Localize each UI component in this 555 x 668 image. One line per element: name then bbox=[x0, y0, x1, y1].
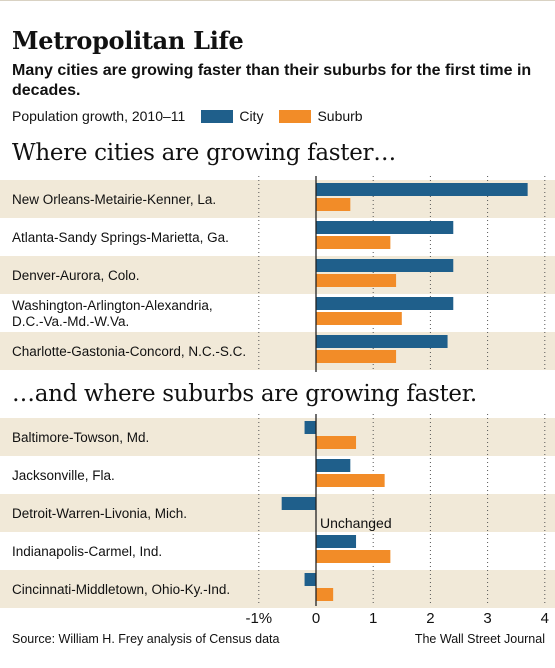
legend-caption: Population growth, 2010–11 bbox=[12, 108, 186, 124]
credit-note: The Wall Street Journal bbox=[414, 632, 545, 646]
legend: Population growth, 2010–11 City Suburb bbox=[12, 108, 363, 124]
suburb-bar bbox=[316, 312, 402, 325]
row-band bbox=[0, 570, 555, 608]
row-band bbox=[0, 494, 555, 532]
top-rule bbox=[0, 0, 555, 11]
city-bar bbox=[316, 459, 351, 472]
section-title-suburbs: …and where suburbs are growing faster. bbox=[12, 381, 477, 407]
x-tick-label: 1 bbox=[369, 610, 377, 627]
row-label: Denver-Aurora, Colo. bbox=[12, 268, 140, 283]
chart-title: Metropolitan Life bbox=[12, 26, 244, 55]
row-band bbox=[0, 418, 555, 456]
source-note: Source: William H. Frey analysis of Cens… bbox=[12, 632, 280, 646]
city-bar bbox=[316, 335, 448, 348]
section-title-cities: Where cities are growing faster… bbox=[12, 140, 396, 166]
x-tick-label: 2 bbox=[426, 610, 434, 627]
suburb-bar bbox=[316, 550, 391, 563]
row-label: Atlanta-Sandy Springs-Marietta, Ga. bbox=[12, 230, 229, 245]
row-band bbox=[0, 256, 555, 294]
row-label: Cincinnati-Middletown, Ohio-Ky.-Ind. bbox=[12, 582, 230, 597]
city-bar bbox=[316, 535, 357, 548]
legend-suburb-swatch bbox=[279, 109, 312, 123]
chart-subtitle: Many cities are growing faster than thei… bbox=[12, 62, 532, 99]
suburb-bar bbox=[316, 350, 397, 363]
row-label: Washington-Arlington-Alexandria, bbox=[12, 298, 213, 313]
city-bar bbox=[281, 497, 316, 510]
suburb-bar bbox=[316, 474, 385, 487]
x-tick-label: -1% bbox=[245, 610, 272, 627]
row-label: Baltimore-Towson, Md. bbox=[12, 430, 149, 445]
unchanged-annotation: Unchanged bbox=[320, 515, 392, 531]
x-tick-label: 0 bbox=[312, 610, 320, 627]
legend-city-label: City bbox=[239, 108, 264, 124]
row-band bbox=[0, 332, 555, 370]
x-tick-label: 3 bbox=[483, 610, 491, 627]
row-label: D.C.-Va.-Md.-W.Va. bbox=[12, 314, 129, 329]
row-label: Charlotte-Gastonia-Concord, N.C.-S.C. bbox=[12, 344, 246, 359]
suburb-bar bbox=[316, 588, 334, 601]
city-bar bbox=[316, 297, 454, 310]
city-bar bbox=[316, 221, 454, 234]
city-bar bbox=[316, 183, 528, 196]
row-label: Jacksonville, Fla. bbox=[12, 468, 115, 483]
suburb-bar bbox=[316, 274, 397, 287]
x-tick-label: 4 bbox=[541, 610, 549, 627]
city-bar bbox=[304, 573, 316, 586]
row-label: New Orleans-Metairie-Kenner, La. bbox=[12, 192, 216, 207]
suburb-bar bbox=[316, 436, 357, 449]
suburb-bar bbox=[316, 198, 351, 211]
city-bar bbox=[316, 259, 454, 272]
city-bar bbox=[304, 421, 316, 434]
row-label: Detroit-Warren-Livonia, Mich. bbox=[12, 506, 187, 521]
legend-city-swatch bbox=[201, 109, 234, 123]
suburb-bar bbox=[316, 236, 391, 249]
legend-suburb-label: Suburb bbox=[317, 108, 363, 124]
row-label: Indianapolis-Carmel, Ind. bbox=[12, 544, 162, 559]
